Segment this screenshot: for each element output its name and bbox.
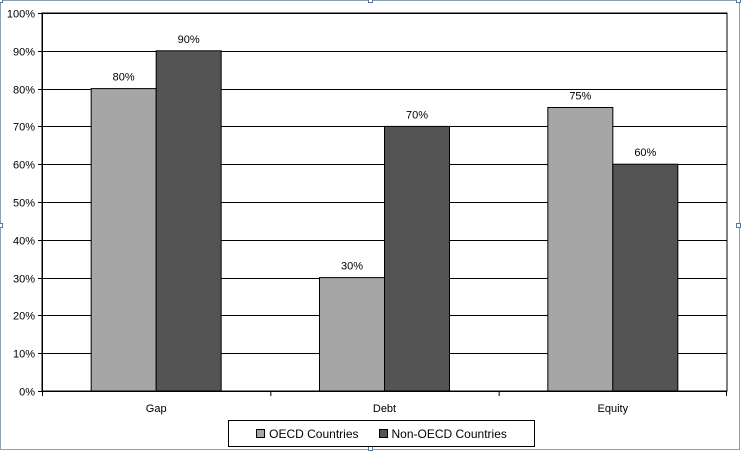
x-tick-label-debt: Debt — [373, 403, 396, 415]
y-tick-label: 100% — [7, 9, 35, 21]
data-label-non-oecd-debt: 70% — [406, 109, 428, 121]
bar-non-oecd-debt — [384, 125, 450, 392]
data-label-oecd-equity: 75% — [569, 91, 591, 103]
y-tick-label: 90% — [13, 47, 35, 59]
resize-handle-top-middle[interactable] — [368, 0, 373, 3]
x-tick-label-equity: Equity — [598, 403, 629, 415]
legend-item-non-oecd: Non-OECD Countries — [378, 426, 507, 441]
resize-handle-top-right[interactable] — [736, 0, 741, 3]
y-tick-label: 30% — [13, 274, 35, 286]
resize-handle-middle-left[interactable] — [0, 223, 3, 228]
resize-handle-middle-right[interactable] — [736, 223, 741, 228]
legend: OECD Countries Non-OECD Countries — [228, 420, 535, 447]
resize-handle-top-left[interactable] — [0, 0, 3, 3]
bar-oecd-gap — [90, 88, 157, 392]
y-tick-label: 60% — [13, 160, 35, 172]
y-tick-label: 70% — [13, 122, 35, 134]
data-label-non-oecd-gap: 90% — [178, 34, 200, 46]
y-tick-label: 0% — [19, 387, 35, 399]
bars — [90, 50, 679, 392]
bar-non-oecd-gap — [155, 50, 222, 392]
x-tick-label-gap: Gap — [146, 403, 167, 415]
legend-item-oecd: OECD Countries — [256, 426, 359, 441]
y-tick-label: 10% — [13, 349, 35, 361]
data-label-oecd-debt: 30% — [341, 261, 363, 273]
data-label-non-oecd-equity: 60% — [634, 147, 656, 159]
legend-label-non-oecd: Non-OECD Countries — [391, 426, 507, 441]
bar-non-oecd-equity — [612, 163, 679, 392]
data-labels: 80% 90% 30% 70% 75% 60% — [113, 34, 657, 273]
bar-oecd-debt — [319, 277, 385, 392]
y-tick-label: 20% — [13, 311, 35, 323]
axes: 0% 10% 20% 30% 40% 50% 60% 70% 80% 90% 100% Gap Debt… — [7, 9, 727, 415]
legend-label-oecd: OECD Countries — [269, 426, 359, 441]
data-label-oecd-gap: 80% — [113, 72, 135, 84]
y-tick-label: 50% — [13, 198, 35, 210]
bar-oecd-equity — [547, 107, 614, 392]
y-tick-label: 40% — [13, 236, 35, 248]
y-tick-label: 80% — [13, 85, 35, 97]
legend-swatch-non-oecd — [378, 429, 388, 438]
legend-swatch-oecd — [256, 429, 266, 438]
